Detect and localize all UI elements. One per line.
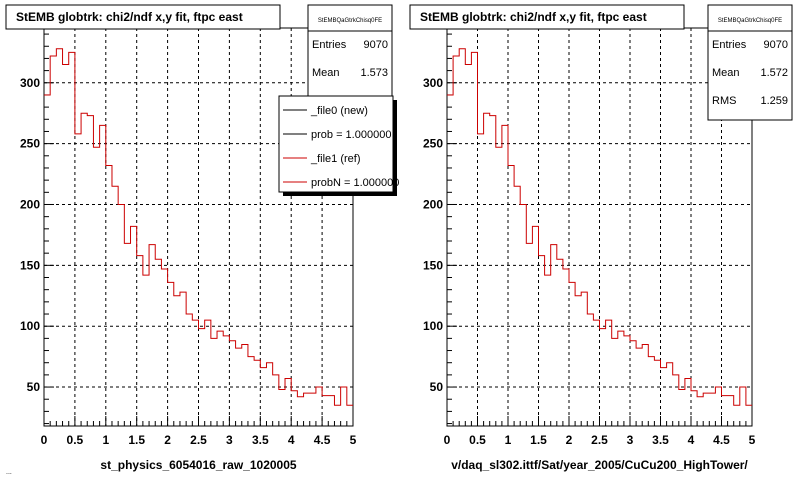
stats-value: 1.572 xyxy=(760,67,788,79)
title-box xyxy=(409,4,685,30)
histogram-series-line xyxy=(44,48,353,406)
x-tick-label: 2 xyxy=(164,433,171,447)
x-tick-label: 3 xyxy=(627,433,634,447)
x-tick-label: 2.5 xyxy=(190,433,207,447)
legend-entry-label: _file1 (ref) xyxy=(310,153,361,165)
legend-entry-label: prob = 1.000000 xyxy=(311,129,391,141)
x-axis-label: v/daq_sl302.ittf/Sat/year_2005/CuCu200_H… xyxy=(451,458,748,472)
legend-box xyxy=(278,95,394,193)
x-tick-label: 5 xyxy=(350,433,357,447)
x-tick-label: 1 xyxy=(505,433,512,447)
y-tick-label: 150 xyxy=(20,258,40,272)
x-tick-label: 0.5 xyxy=(469,433,486,447)
x-tick-label: 2.5 xyxy=(591,433,608,447)
stats-label: RMS xyxy=(712,95,736,107)
stats-value: 9070 xyxy=(364,39,388,51)
histogram-series-line xyxy=(447,48,752,406)
legend-entry-label: probN = 1.000000 xyxy=(311,177,399,189)
y-tick-label: 150 xyxy=(423,258,443,272)
x-tick-label: 4 xyxy=(688,433,695,447)
stats-label: Entries xyxy=(712,39,747,51)
y-tick-label: 300 xyxy=(20,76,40,90)
stats-label: Mean xyxy=(312,67,340,79)
y-tick-label: 100 xyxy=(20,319,40,333)
x-tick-label: 3.5 xyxy=(252,433,269,447)
x-tick-label: 4.5 xyxy=(314,433,331,447)
chart-panel-2: 0 0.5 1 1.5 2 2.5 3 3.5 4 4.5 5 50 100 150 200 250 300 St… xyxy=(409,4,793,472)
stats-label: Mean xyxy=(712,67,740,79)
y-tick-label: 100 xyxy=(423,319,443,333)
x-tick-label: 5 xyxy=(749,433,756,447)
x-tick-label: 1 xyxy=(102,433,109,447)
x-tick-label: 0 xyxy=(41,433,48,447)
x-axis-label: st_physics_6054016_raw_1020005 xyxy=(100,458,296,472)
legend-entry-label: _file0 (new) xyxy=(310,105,368,117)
x-tick-label: 3 xyxy=(226,433,233,447)
y-tick-label: 200 xyxy=(423,197,443,211)
stats-name: StEMBQaGtrkChisq0FE xyxy=(318,18,382,24)
x-tick-label: 2 xyxy=(566,433,573,447)
y-tick-label: 50 xyxy=(430,380,444,394)
stats-label: Entries xyxy=(312,39,347,51)
stats-value: 1.259 xyxy=(760,95,788,107)
x-tick-label: 1.5 xyxy=(530,433,547,447)
footer-fragment: ... xyxy=(6,469,12,476)
stats-value: 1.573 xyxy=(360,67,388,79)
stats-value: 9070 xyxy=(764,39,788,51)
chart-title: StEMB globtrk: chi2/ndf x,y fit, ftpc ea… xyxy=(16,10,243,24)
x-tick-label: 0.5 xyxy=(67,433,84,447)
x-tick-label: 0 xyxy=(444,433,451,447)
y-tick-label: 250 xyxy=(20,137,40,151)
chart-panel-1: 0 0.5 1 1.5 2 2.5 3 3.5 4 4.5 5 50 100 150 200 250 300 St… xyxy=(5,4,399,472)
x-tick-label: 1.5 xyxy=(128,433,145,447)
y-tick-label: 300 xyxy=(423,76,443,90)
y-tick-label: 250 xyxy=(423,137,443,151)
stats-name: StEMBQaGtrkChisq0FE xyxy=(718,18,782,24)
chart-title: StEMB globtrk: chi2/ndf x,y fit, ftpc ea… xyxy=(420,10,647,24)
stats-box xyxy=(707,4,793,121)
y-tick-label: 50 xyxy=(27,380,41,394)
x-tick-label: 4.5 xyxy=(713,433,730,447)
x-tick-label: 3.5 xyxy=(652,433,669,447)
y-tick-label: 200 xyxy=(20,197,40,211)
title-box xyxy=(5,4,281,30)
x-tick-label: 4 xyxy=(288,433,295,447)
